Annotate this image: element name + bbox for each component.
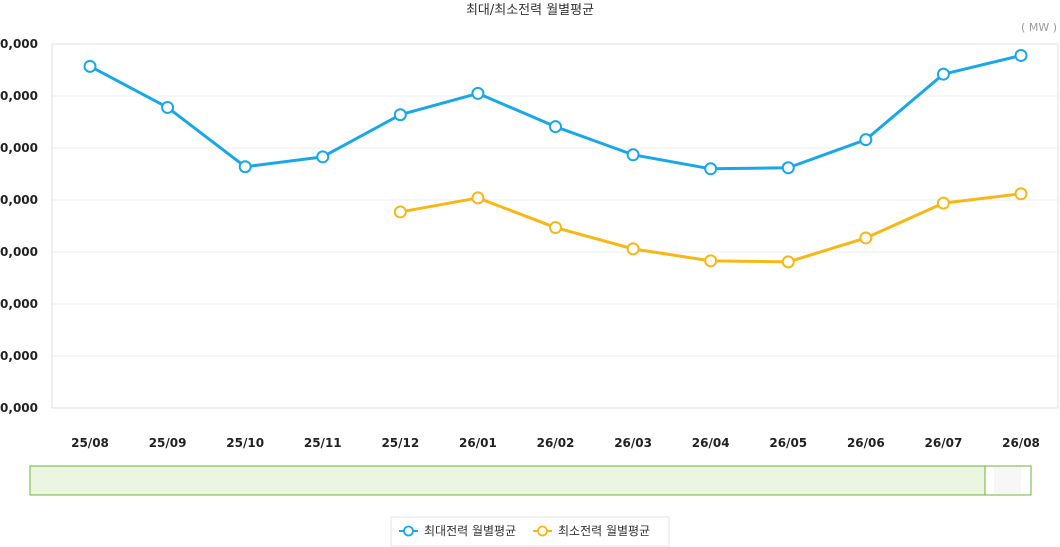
data-point[interactable]: [471, 86, 485, 100]
x-tick-label: 25/11: [304, 436, 342, 450]
data-point[interactable]: [161, 100, 175, 114]
data-point[interactable]: [1014, 48, 1028, 62]
data-point[interactable]: [549, 221, 562, 235]
y-tick-label: 90,000: [0, 37, 38, 51]
x-tick-label: 25/08: [71, 436, 109, 450]
chart-title: 최대/최소전력 월별평균: [466, 3, 594, 18]
legend-label-min: 최소전력 월별평균: [558, 524, 650, 538]
x-tick-label: 25/12: [381, 436, 419, 450]
data-point[interactable]: [316, 150, 330, 164]
data-point[interactable]: [704, 162, 718, 176]
legend-marker-min: [537, 525, 548, 537]
x-tick-label: 26/07: [925, 436, 963, 450]
data-point[interactable]: [471, 191, 485, 205]
navigator-selection[interactable]: [29, 465, 986, 496]
data-point[interactable]: [781, 161, 795, 175]
legend-box: [390, 516, 670, 547]
data-point[interactable]: [238, 160, 252, 174]
x-axis: 25/08 25/09 25/10 25/11 25/12 26/01 26/02 26/03…: [71, 436, 1040, 450]
legend-item-max[interactable]: 최대전력 월별평균: [399, 524, 516, 538]
x-tick-label: 26/06: [847, 436, 885, 450]
legend-label-max: 최대전력 월별평균: [424, 524, 516, 538]
legend: 최대전력 월별평균 최소전력 월별평균: [390, 516, 670, 547]
plot-area: [51, 43, 1059, 409]
data-point[interactable]: [393, 108, 407, 122]
data-point[interactable]: [626, 242, 640, 256]
x-tick-label: 26/03: [614, 436, 652, 450]
navigator-handle[interactable]: [994, 467, 1021, 494]
data-point[interactable]: [626, 148, 640, 162]
data-point[interactable]: [549, 120, 562, 134]
data-point[interactable]: [1014, 187, 1028, 201]
y-tick-label: 70,000: [0, 141, 38, 155]
data-point[interactable]: [936, 67, 950, 81]
data-point[interactable]: [936, 196, 950, 210]
y-tick-label: 20,000: [0, 401, 38, 415]
series-layer: [83, 48, 1028, 269]
y-tick-label: 40,000: [0, 297, 38, 311]
x-tick-label: 26/02: [537, 436, 575, 450]
y-tick-label: 50,000: [0, 245, 38, 259]
data-point[interactable]: [781, 255, 795, 269]
y-tick-label: 60,000: [0, 193, 38, 207]
data-point[interactable]: [859, 231, 873, 245]
x-tick-label: 26/01: [459, 436, 497, 450]
x-tick-label: 26/08: [1002, 436, 1040, 450]
data-point[interactable]: [83, 59, 97, 73]
legend-marker-max: [403, 525, 414, 537]
unit-label: ( MW ): [1021, 21, 1057, 34]
legend-item-min[interactable]: 최소전력 월별평균: [533, 524, 650, 538]
data-point[interactable]: [393, 205, 407, 219]
range-navigator[interactable]: [29, 465, 1032, 496]
y-axis: 20,000 30,000 40,000 50,000 60,000 70,000 80,0…: [0, 37, 38, 415]
x-tick-label: 25/09: [149, 436, 187, 450]
x-tick-label: 26/04: [692, 436, 730, 450]
data-point[interactable]: [704, 254, 718, 268]
data-point[interactable]: [859, 133, 873, 147]
y-tick-label: 30,000: [0, 349, 38, 363]
x-tick-label: 26/05: [769, 436, 807, 450]
series-line-0: [89, 53, 1022, 171]
y-tick-label: 80,000: [0, 89, 38, 103]
x-tick-label: 25/10: [226, 436, 264, 450]
